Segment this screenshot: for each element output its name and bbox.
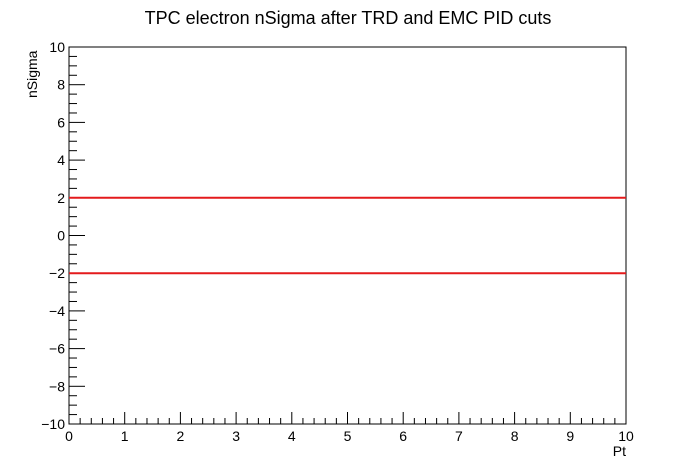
y-tick-label: 10 (49, 39, 65, 55)
y-tick-label: −4 (49, 303, 65, 319)
y-tick-label: 6 (57, 114, 65, 130)
y-axis-ticks: −10 −8 −6 −4 −2 0 2 4 6 8 10 (41, 39, 85, 432)
x-tick-label: 8 (511, 428, 519, 444)
x-tick-label: 9 (566, 428, 574, 444)
x-tick-label: 6 (399, 428, 407, 444)
x-tick-label: 1 (121, 428, 129, 444)
x-tick-label: 3 (232, 428, 240, 444)
x-tick-label: 10 (618, 428, 634, 444)
y-tick-label: −2 (49, 265, 65, 281)
y-tick-label: −10 (41, 416, 65, 432)
y-tick-label: −8 (49, 378, 65, 394)
x-axis-ticks: 0 1 2 3 4 5 6 7 8 9 10 (65, 412, 634, 444)
y-tick-label: −6 (49, 341, 65, 357)
x-axis-label: Pt (613, 443, 626, 459)
y-tick-label: 0 (57, 228, 65, 244)
plot-frame (68, 46, 627, 425)
y-axis-label: nSigma (24, 50, 40, 98)
y-tick-label: 4 (57, 152, 65, 168)
y-tick-label: 8 (57, 77, 65, 93)
series-layer (69, 196, 626, 275)
x-tick-label: 4 (288, 428, 296, 444)
chart-title: TPC electron nSigma after TRD and EMC PI… (145, 8, 552, 28)
x-tick-label: 0 (65, 428, 73, 444)
x-tick-label: 5 (344, 428, 352, 444)
y-tick-label: 2 (57, 190, 65, 206)
x-tick-label: 2 (177, 428, 185, 444)
x-tick-label: 7 (455, 428, 463, 444)
